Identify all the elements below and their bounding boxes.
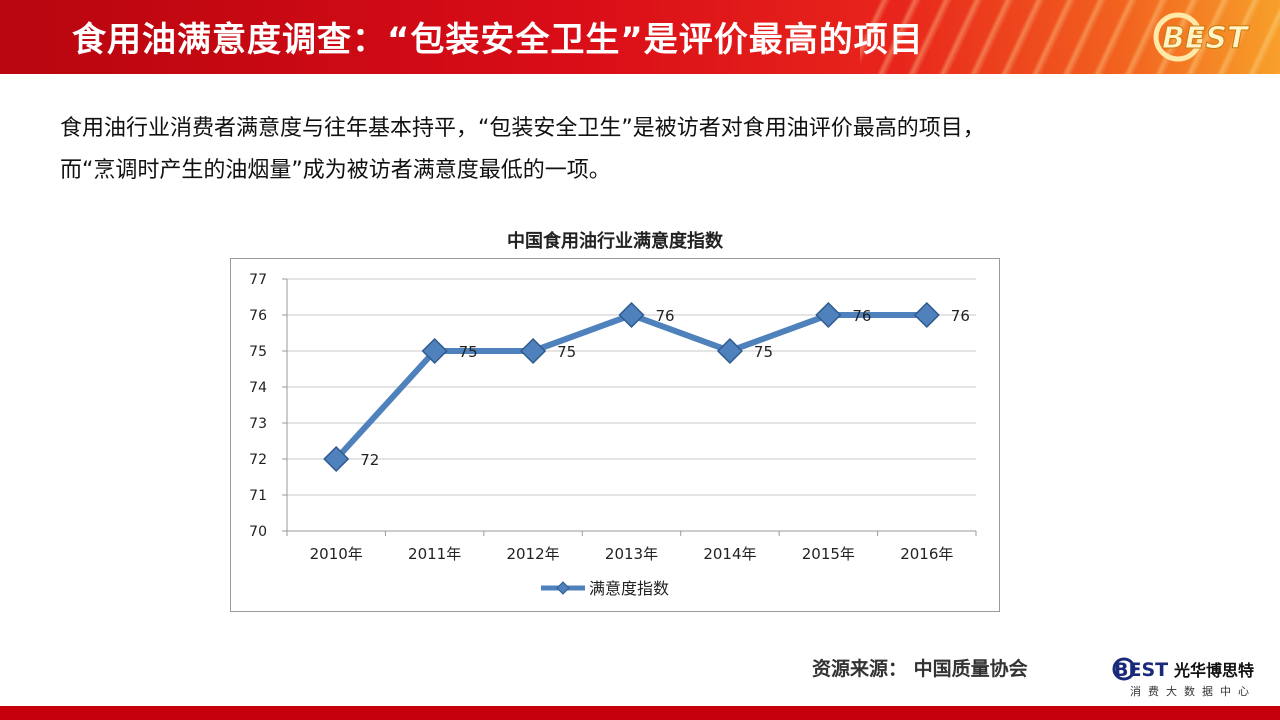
- x-tick-label: 2011年: [408, 545, 461, 563]
- y-tick-label: 73: [249, 416, 267, 432]
- footer-bar: [0, 706, 1280, 720]
- best-logo-text: BEST: [1162, 21, 1250, 56]
- best-logo: BEST: [1153, 12, 1250, 62]
- header-banner: 食用油满意度调查：“包装安全卫生”是评价最高的项目 BEST: [0, 0, 1280, 74]
- summary-line-1: 食用油行业消费者满意度与往年基本持平，“包装安全卫生”是被访者对食用油评价最高的…: [60, 116, 985, 141]
- data-label: 75: [459, 343, 478, 361]
- chart-frame: 70 71 72 73 74 75 76 77 2010年 2011年 2012年 2013年 2014…: [230, 258, 1000, 612]
- page-title: 食用油满意度调查：“包装安全卫生”是评价最高的项目: [72, 20, 924, 60]
- data-label: 72: [360, 451, 379, 469]
- data-point-marker: [815, 301, 842, 329]
- x-tick-label: 2013年: [605, 545, 658, 563]
- chart-title: 中国食用油行业满意度指数: [507, 231, 723, 252]
- data-label: 75: [557, 343, 576, 361]
- data-point-marker: [913, 301, 940, 329]
- line-chart: 70 71 72 73 74 75 76 77 2010年 2011年 2012年 2013年 2014…: [249, 272, 977, 598]
- y-tick-label: 77: [249, 272, 267, 288]
- axis-layer: 70 71 72 73 74 75 76 77 2010年 2011年 2012年 2013年 2014…: [249, 272, 977, 563]
- data-label: 76: [656, 307, 675, 325]
- y-tick-label: 72: [249, 452, 267, 468]
- brand-logo: BEST 光华博思特 消费大数据中心: [1112, 657, 1256, 698]
- y-tick-label: 75: [249, 344, 267, 360]
- y-tick-label: 71: [249, 488, 267, 504]
- brand-name-text: 光华博思特: [1173, 661, 1254, 680]
- x-tick-label: 2015年: [802, 545, 855, 563]
- data-label: 76: [852, 307, 871, 325]
- x-tick-label: 2014年: [703, 545, 756, 563]
- data-label: 75: [754, 343, 773, 361]
- header-rays-decoration: [860, 0, 1280, 74]
- series-layer: 72 75 75 76 75 76 76: [323, 301, 970, 473]
- x-tick-label: 2016年: [900, 545, 953, 563]
- legend-label: 满意度指数: [589, 579, 669, 598]
- brand-mark-text: BEST: [1114, 659, 1168, 681]
- data-point-marker: [618, 301, 645, 329]
- summary-line-2: 而“烹调时产生的油烟量”成为被访者满意度最低的一项。: [60, 158, 611, 183]
- source-credit: 资源来源： 中国质量协会: [812, 658, 1028, 680]
- brand-tagline-text: 消费大数据中心: [1130, 684, 1256, 698]
- y-tick-label: 74: [249, 380, 267, 396]
- data-point-marker: [716, 337, 743, 365]
- y-tick-label: 70: [249, 524, 267, 540]
- data-label: 76: [951, 307, 970, 325]
- x-tick-label: 2010年: [310, 545, 363, 563]
- data-point-marker: [421, 337, 448, 365]
- data-point-marker: [323, 445, 350, 473]
- data-point-marker: [520, 337, 547, 365]
- legend: 满意度指数: [541, 579, 669, 598]
- y-tick-label: 76: [249, 308, 267, 324]
- legend-marker: [556, 581, 570, 595]
- summary-text: 食用油行业消费者满意度与往年基本持平，“包装安全卫生”是被访者对食用油评价最高的…: [60, 108, 1230, 192]
- x-tick-label: 2012年: [506, 545, 559, 563]
